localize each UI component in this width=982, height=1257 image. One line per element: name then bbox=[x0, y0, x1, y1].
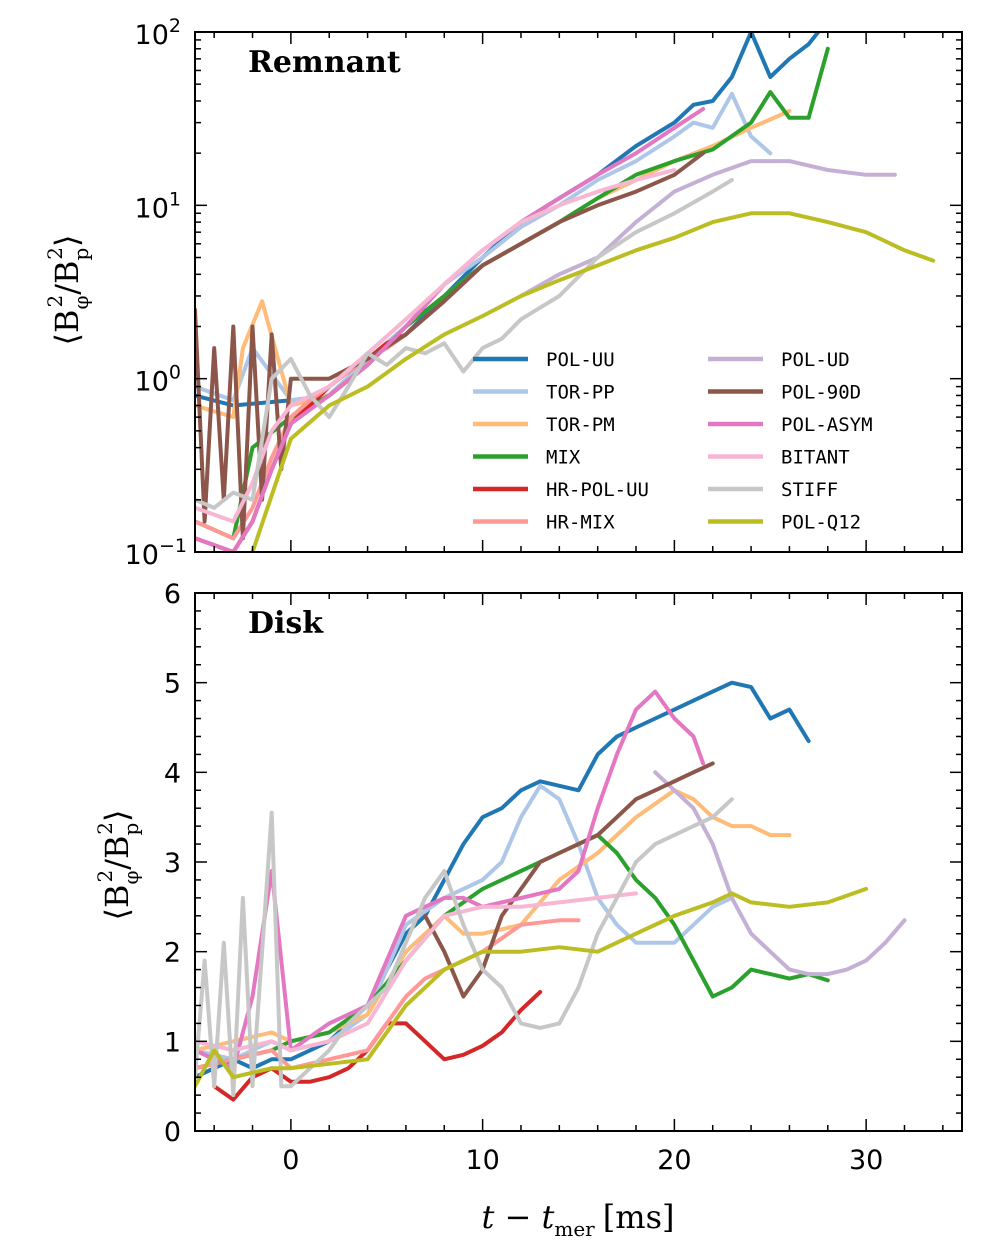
y-tick-label: 5 bbox=[164, 669, 181, 700]
legend-label: TOR-PP bbox=[546, 382, 615, 404]
y-ticks bbox=[195, 592, 962, 1132]
plot-frame bbox=[194, 31, 963, 553]
x-tick-label: 20 bbox=[657, 1145, 691, 1176]
legend-label: MIX bbox=[546, 447, 581, 469]
series-line-pol-asym bbox=[195, 689, 706, 1071]
legend-item: POL-UD bbox=[708, 349, 850, 371]
y-axis-label-bottom: ⟨Bφ2/Bp2⟩ bbox=[93, 809, 143, 920]
y-tick-label: 6 bbox=[164, 579, 181, 610]
legend-item: MIX bbox=[473, 447, 581, 469]
y-tick-label: 101 bbox=[135, 188, 181, 224]
disk-panel: 0 10 20 30 0 1 2 3 4 5 6 Disk bbox=[164, 579, 963, 1176]
series-line-pol-ud bbox=[653, 770, 907, 977]
legend-item: STIFF bbox=[708, 479, 838, 501]
x-tick-label: 10 bbox=[465, 1145, 499, 1176]
legend-item: TOR-PM bbox=[473, 414, 615, 436]
legend-label: HR-POL-UU bbox=[546, 479, 649, 501]
series-line-pol-90d bbox=[195, 151, 706, 541]
series-line-hr-mix bbox=[195, 918, 581, 1071]
x-ticks bbox=[213, 32, 944, 552]
legend-label: HR-MIX bbox=[546, 512, 615, 534]
legend-item: POL-ASYM bbox=[708, 414, 873, 436]
y-tick-label: 100 bbox=[135, 362, 181, 398]
legend-label: POL-Q12 bbox=[781, 512, 861, 534]
y-tick-label: 2 bbox=[164, 938, 181, 969]
series-line-pol-ud bbox=[519, 159, 897, 298]
y-tick-label: 1 bbox=[164, 1027, 181, 1058]
legend-item: HR-POL-UU bbox=[473, 479, 649, 501]
x-tick-label: 30 bbox=[849, 1145, 883, 1176]
legend-label: TOR-PM bbox=[546, 414, 615, 436]
series-line-mix bbox=[195, 833, 830, 1071]
series-group bbox=[195, 32, 936, 552]
y-tick-label: 102 bbox=[135, 15, 181, 51]
legend-item: POL-UU bbox=[473, 349, 615, 371]
y-tick-label: 10−1 bbox=[125, 535, 187, 571]
x-tick-label: 0 bbox=[282, 1145, 299, 1176]
series-line-pol-q12 bbox=[250, 211, 936, 552]
legend-label: STIFF bbox=[781, 479, 838, 501]
legend-label: BITANT bbox=[781, 447, 850, 469]
y-tick-label: 4 bbox=[164, 758, 181, 789]
legend: POL-UU TOR-PP TOR-PM MIX HR-POL-UU HR-MIX POL-… bbox=[473, 349, 873, 534]
y-tick-label: 0 bbox=[164, 1117, 181, 1148]
series-line-pol-asym bbox=[195, 106, 706, 552]
series-line-pol-90d bbox=[423, 761, 715, 999]
legend-label: POL-90D bbox=[781, 382, 861, 404]
remnant-panel: 102 101 100 10−1 Remnant POL-UU TOR-PP TOR-PM MI… bbox=[125, 15, 963, 571]
series-line-pol-uu bbox=[195, 680, 811, 1080]
panel-title: Disk bbox=[248, 606, 324, 641]
legend-item: POL-90D bbox=[708, 382, 861, 404]
x-axis-label: t − tmer [ms] bbox=[482, 1198, 675, 1241]
series-line-mix bbox=[195, 46, 830, 541]
panel-title: Remnant bbox=[248, 45, 401, 80]
legend-item: BITANT bbox=[708, 447, 850, 469]
series-line-tor-pp bbox=[195, 91, 773, 403]
series-group bbox=[195, 680, 907, 1102]
y-tick-label: 3 bbox=[164, 848, 181, 879]
x-ticks bbox=[213, 593, 944, 1131]
legend-item: POL-Q12 bbox=[708, 512, 861, 534]
series-line-pol-q12 bbox=[195, 886, 869, 1089]
legend-label: POL-ASYM bbox=[781, 414, 873, 436]
y-axis-label-top: ⟨Bφ2/Bp2⟩ bbox=[43, 234, 93, 345]
legend-item: HR-MIX bbox=[473, 512, 615, 534]
series-line-bitant bbox=[195, 891, 638, 1053]
legend-label: POL-UD bbox=[781, 349, 850, 371]
y-ticks bbox=[195, 39, 962, 553]
series-line-stiff bbox=[195, 797, 734, 1098]
legend-label: POL-UU bbox=[546, 349, 615, 371]
legend-item: TOR-PP bbox=[473, 382, 615, 404]
